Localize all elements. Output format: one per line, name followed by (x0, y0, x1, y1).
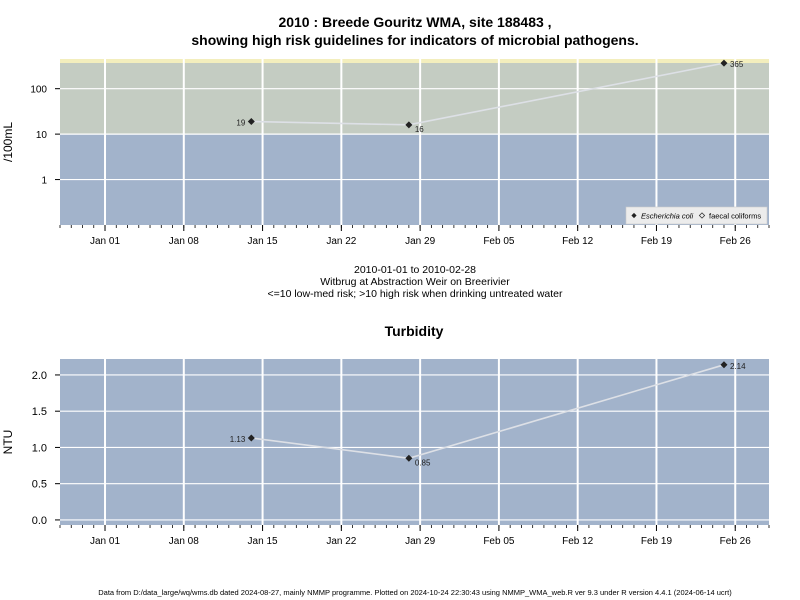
data-label: 1.13 (230, 435, 246, 444)
x-tick-label: Feb 19 (641, 536, 673, 547)
x-tick-label: Feb 19 (641, 236, 673, 247)
legend-marker-open (698, 212, 706, 219)
data-label: 0.85 (415, 458, 431, 467)
data-point (720, 59, 728, 67)
y-axis-label: /100mL (1, 122, 15, 162)
panel-title: Turbidity (385, 323, 444, 339)
y-tick-label: 2.0 (32, 370, 47, 382)
x-tick-label: Jan 01 (90, 236, 120, 247)
data-label: 365 (730, 60, 744, 69)
turbidity-plot: 0.0 0.5 1.0 1.5 2.0 Jan 01 Jan 08 Jan 15 Jan 22 J… (1, 323, 770, 547)
x-tick-label: Feb 05 (483, 536, 515, 547)
x-tick-label: Feb 26 (720, 236, 752, 247)
chart-title-line1: 2010 : Breede Gouritz WMA, site 188483 , (278, 14, 552, 30)
legend-box (625, 206, 768, 225)
data-label: 2.14 (730, 362, 746, 371)
x-tick-label: Feb 05 (483, 236, 515, 247)
y-axis-label: NTU (1, 430, 15, 455)
site-name-caption: Witbrug at Abstraction Weir on Breerivie… (320, 276, 510, 288)
x-tick-label: Feb 12 (562, 236, 594, 247)
y-tick-label: 10 (36, 130, 48, 141)
x-tick-label: Feb 26 (720, 536, 752, 547)
x-tick-label: Jan 29 (405, 536, 435, 547)
y-tick-label: 0.0 (32, 515, 47, 527)
x-tick-label: Jan 01 (90, 536, 120, 547)
data-label: 16 (415, 125, 424, 134)
y-tick-label: 1.0 (32, 442, 47, 454)
x-tick-label: Jan 15 (248, 236, 278, 247)
data-point (247, 117, 255, 125)
x-tick-label: Jan 22 (326, 536, 356, 547)
x-tick-label: Feb 12 (562, 536, 594, 547)
data-point (405, 121, 413, 129)
data-point (247, 434, 255, 442)
x-tick-label: Jan 08 (169, 536, 199, 547)
x-tick-label: Jan 08 (169, 236, 199, 247)
data-label: 19 (236, 118, 245, 127)
x-tick-label: Jan 15 (248, 536, 278, 547)
microbial-plot: 1 10 100 Jan 01 Jan 08 Jan 15 Jan 22 Jan 29 Feb … (1, 59, 770, 247)
risk-note-caption: <=10 low-med risk; >10 high risk when dr… (267, 288, 563, 300)
top-band (60, 59, 769, 63)
footer-note: Data from D:/data_large/wq/wms.db dated … (98, 588, 732, 597)
legend-marker-filled (631, 212, 637, 219)
y-tick-label: 1 (41, 176, 47, 187)
data-point (720, 361, 728, 369)
plot-panel-background (60, 359, 769, 525)
y-tick-label: 0.5 (32, 479, 47, 491)
y-tick-label: 1.5 (32, 406, 47, 418)
chart-title-line2: showing high risk guidelines for indicat… (191, 32, 639, 48)
x-tick-label: Jan 29 (405, 236, 435, 247)
legend-label: faecal coliforms (709, 212, 761, 221)
date-range-caption: 2010-01-01 to 2010-02-28 (353, 264, 476, 276)
x-tick-label: Jan 22 (326, 236, 356, 247)
data-point (405, 454, 413, 462)
y-tick-label: 100 (30, 85, 47, 96)
high-risk-zone (60, 59, 769, 135)
legend-label: Escherichia coli (641, 212, 693, 221)
